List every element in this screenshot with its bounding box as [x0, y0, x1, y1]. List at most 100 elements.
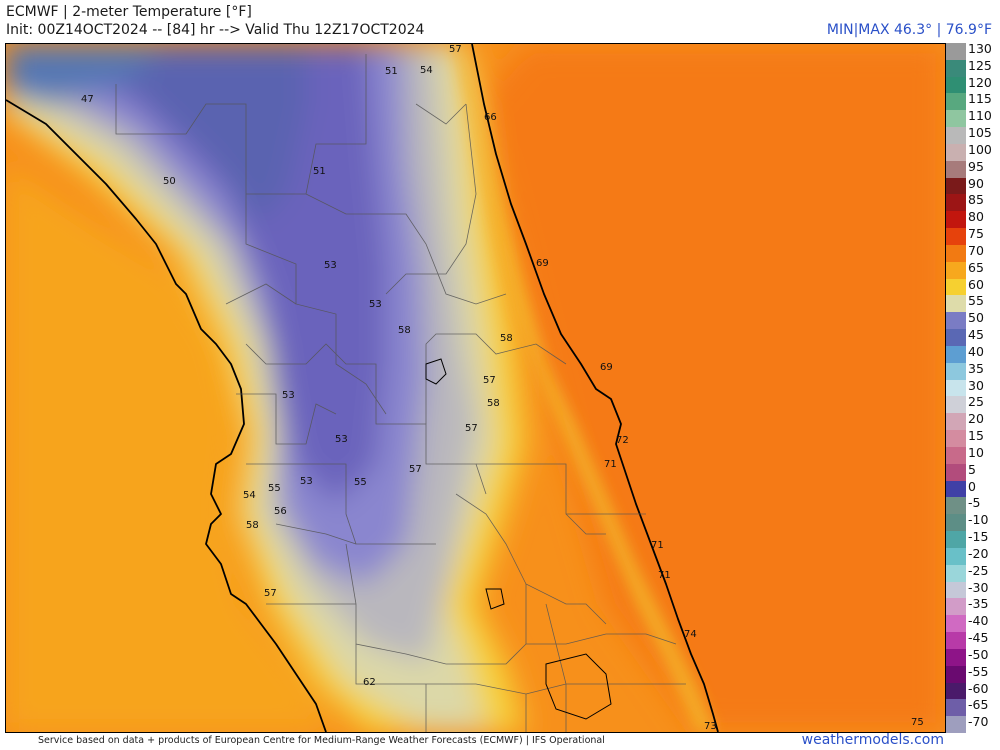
legend-swatch [946, 446, 966, 465]
legend-tick-label: -35 [968, 596, 989, 612]
legend-tick-label: 45 [968, 327, 984, 343]
temperature-point-label: 51 [313, 166, 326, 177]
temperature-point-label: 75 [911, 717, 924, 728]
legend-swatch [946, 480, 966, 498]
temperature-point-label: 55 [268, 483, 281, 494]
legend-tick-label: 105 [968, 125, 992, 141]
temperature-point-label: 69 [600, 362, 613, 373]
legend-tick-label: -65 [968, 697, 989, 713]
legend-swatch [946, 463, 966, 482]
temperature-point-label: 58 [246, 520, 259, 531]
legend-tick-label: 55 [968, 293, 984, 309]
legend-tick-label: 35 [968, 360, 984, 376]
temperature-point-label: 62 [363, 677, 376, 688]
legend-swatch [946, 699, 966, 717]
legend-swatch [946, 278, 966, 296]
coastline [6, 44, 719, 732]
legend-tick-label: 30 [968, 377, 984, 393]
legend-swatch [946, 716, 966, 734]
temperature-point-label: 71 [658, 570, 671, 581]
legend-tick-label: 5 [968, 461, 976, 477]
temperature-point-label: 74 [684, 629, 697, 640]
temperature-point-label: 71 [651, 540, 664, 551]
init-valid-time: Init: 00Z14OCT2024 -- [84] hr --> Valid … [6, 22, 425, 38]
min-max-readout: MIN|MAX 46.3° | 76.9°F [826, 22, 992, 38]
temperature-map[interactable]: 47 50 51 54 57 66 51 53 53 58 58 69 69 57 58 53 57 53 72 71… [5, 43, 946, 733]
lakes [425, 358, 612, 720]
legend-swatch [946, 413, 966, 431]
legend-swatch [946, 531, 966, 549]
legend-tick-label: -55 [968, 663, 989, 679]
legend-tick-label: 70 [968, 242, 984, 258]
legend-tick-label: 110 [968, 108, 992, 124]
legend-tick-label: -50 [968, 646, 989, 662]
legend-swatch [946, 194, 966, 212]
legend-tick-label: 100 [968, 141, 992, 157]
temperature-point-label: 56 [274, 506, 287, 517]
legend-swatch [946, 43, 966, 61]
temperature-point-label: 57 [465, 423, 478, 434]
legend-swatch [946, 345, 966, 364]
legend-tick-label: -20 [968, 545, 989, 561]
temperature-point-label: 66 [484, 112, 497, 123]
legend-tick-label: 40 [968, 343, 984, 359]
temperature-point-label: 54 [420, 65, 433, 76]
legend-swatch [946, 564, 966, 583]
temperature-point-label: 47 [81, 94, 94, 105]
temperature-point-label: 53 [300, 476, 313, 487]
legend-swatch [946, 160, 966, 179]
temperature-point-labels: 47 50 51 54 57 66 51 53 53 58 58 69 69 57 58 53 57 53 72 71… [81, 44, 924, 732]
brand-link[interactable]: weathermodels.com [801, 732, 944, 748]
legend-tick-label: 125 [968, 57, 992, 73]
temperature-point-label: 58 [398, 325, 411, 336]
legend-swatch [946, 598, 966, 616]
legend-swatch [946, 430, 966, 448]
legend-swatch [946, 228, 966, 246]
temperature-point-label: 73 [704, 721, 717, 732]
legend-swatch [946, 261, 966, 280]
attribution-text: Service based on data + products of Euro… [38, 735, 605, 746]
temperature-point-label: 72 [616, 435, 629, 446]
temperature-point-label: 57 [449, 44, 462, 55]
temperature-point-label: 50 [163, 176, 176, 187]
legend-tick-label: -25 [968, 562, 989, 578]
legend-swatch [946, 514, 966, 532]
legend-swatch [946, 93, 966, 111]
legend-swatch [946, 76, 966, 94]
legend-tick-label: 115 [968, 91, 992, 107]
legend-tick-label: 95 [968, 158, 984, 174]
legend-swatch [946, 177, 966, 195]
temperature-point-label: 51 [385, 66, 398, 77]
temperature-point-label: 53 [335, 434, 348, 445]
temperature-point-label: 69 [536, 258, 549, 269]
temperature-point-label: 53 [324, 260, 337, 271]
legend-tick-label: -70 [968, 714, 989, 730]
legend-swatch [946, 211, 966, 229]
temperature-field [6, 44, 945, 732]
legend-tick-label: 90 [968, 175, 984, 191]
legend-tick-label: 0 [968, 478, 976, 494]
legend-tick-label: 120 [968, 74, 992, 90]
legend-tick-label: -40 [968, 613, 989, 629]
legend-swatch [946, 665, 966, 683]
legend-swatch [946, 312, 966, 330]
legend-tick-label: -10 [968, 512, 989, 528]
legend-tick-label: 10 [968, 444, 984, 460]
legend-swatch [946, 59, 966, 78]
temperature-point-label: 57 [483, 375, 496, 386]
temperature-point-label: 55 [354, 477, 367, 488]
legend-tick-label: -45 [968, 630, 989, 646]
temperature-point-label: 58 [500, 333, 513, 344]
legend-tick-label: -60 [968, 680, 989, 696]
legend-tick-label: 25 [968, 394, 984, 410]
map-canvas: 47 50 51 54 57 66 51 53 53 58 58 69 69 57 58 53 57 53 72 71… [6, 44, 945, 732]
legend-tick-label: -5 [968, 495, 981, 511]
county-lines [115, 54, 686, 732]
legend-swatch [946, 396, 966, 414]
legend-swatch [946, 682, 966, 700]
temperature-point-label: 57 [409, 464, 422, 475]
legend-swatch [946, 581, 966, 599]
temperature-point-label: 71 [604, 459, 617, 470]
legend-swatch [946, 127, 966, 145]
legend-swatch [946, 143, 966, 162]
